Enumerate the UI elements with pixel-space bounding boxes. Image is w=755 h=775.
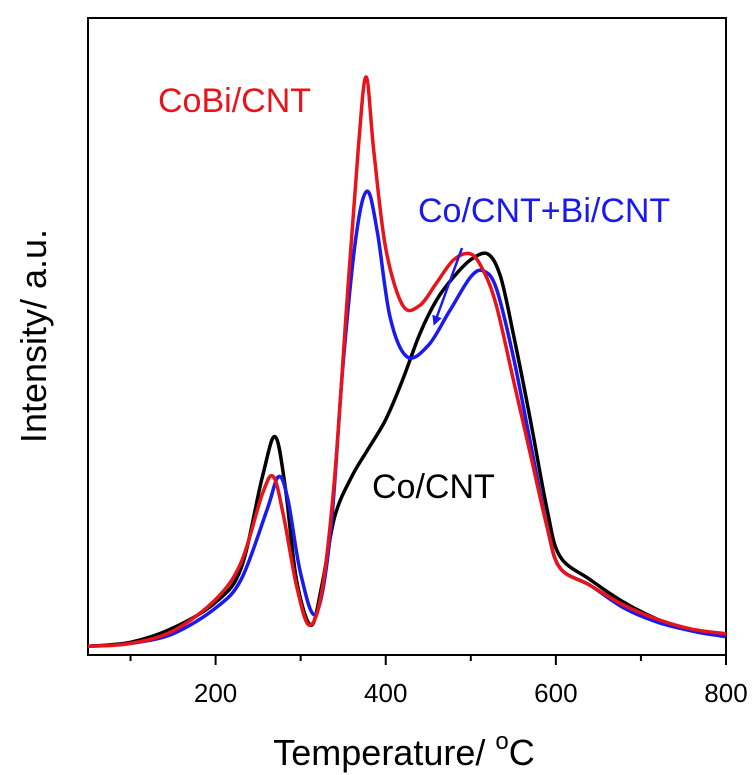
series-line-cobi-cnt: [87, 75, 727, 649]
annotation-cobi-cnt: CoBi/CNT: [158, 82, 311, 120]
x-tick-label: 600: [534, 678, 577, 708]
co-cnt-bi-cnt-pointer-arrow: [432, 247, 464, 326]
annotation-co-cnt-bi-cnt: Co/CNT+Bi/CNT: [418, 192, 670, 230]
series-lines: [87, 75, 727, 649]
plot-frame: [87, 17, 727, 656]
series-line-co-cnt: [87, 251, 727, 649]
x-axis-label-main: Temperature/: [273, 732, 495, 773]
y-axis-label: Intensity/ a.u.: [13, 229, 54, 443]
x-tick-label: 800: [704, 678, 747, 708]
annotation-co-cnt: Co/CNT: [372, 468, 495, 506]
x-axis-label-degree-sup: o: [495, 728, 508, 755]
x-axis-tick-labels: 200 400 600 800: [194, 678, 748, 708]
x-axis-label: Temperature/ oC: [273, 728, 534, 773]
x-axis-label-unit: C: [509, 732, 535, 773]
x-tick-label: 400: [364, 678, 407, 708]
x-tick-label: 200: [194, 678, 237, 708]
x-axis-ticks: [129, 655, 727, 665]
series-line-co-cnt-bi-cnt: [87, 189, 727, 649]
